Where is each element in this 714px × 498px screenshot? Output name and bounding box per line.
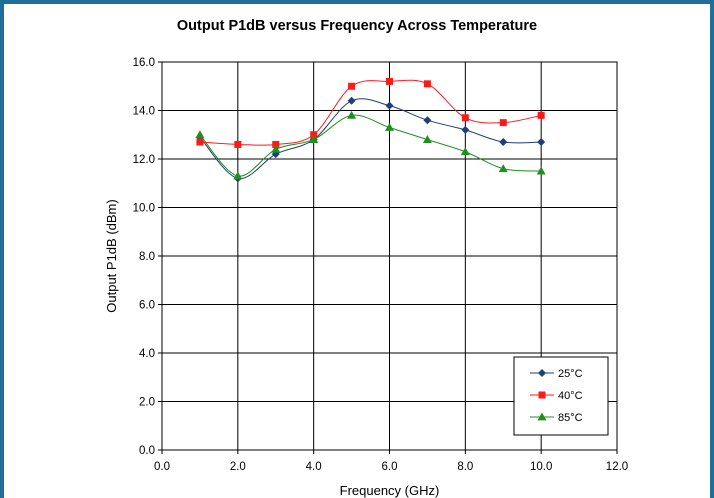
x-tick-label: 6.0: [382, 461, 398, 473]
data-point: [536, 166, 546, 175]
y-tick-label: 14.0: [133, 106, 155, 118]
y-tick-label: 12.0: [133, 154, 155, 166]
data-point: [499, 138, 508, 147]
series-2: [195, 110, 546, 180]
series-line: [199, 114, 542, 177]
y-tick-label: 16.0: [133, 57, 155, 69]
x-tick-label: 8.0: [457, 461, 473, 473]
legend-marker: [537, 412, 547, 421]
data-point: [272, 140, 280, 148]
data-point: [461, 125, 470, 134]
legend: 25°C 40°C 85°C: [513, 356, 609, 436]
y-tick-label: 0.0: [139, 445, 155, 457]
data-point: [422, 135, 432, 143]
series-layer: [195, 77, 546, 183]
data-point: [233, 171, 243, 180]
y-tick-label: 6.0: [139, 300, 155, 312]
legend-item: 85°C: [530, 412, 583, 424]
data-point: [498, 164, 508, 173]
x-tick-label: 2.0: [230, 461, 246, 473]
data-point: [499, 119, 507, 127]
chart-title: Output P1dB versus Frequency Across Temp…: [176, 18, 538, 34]
data-point: [271, 144, 281, 153]
x-tick-label: 10.0: [530, 461, 552, 473]
series-line: [199, 79, 542, 146]
y-axis-title: Output P1dB (dBm): [104, 199, 119, 312]
legend-label: 85°C: [558, 412, 583, 424]
x-tick-label: 4.0: [306, 461, 322, 473]
y-tick-label: 4.0: [139, 348, 155, 360]
data-point: [461, 114, 469, 122]
legend-item: 40°C: [530, 390, 583, 402]
y-tick-label: 2.0: [139, 397, 155, 409]
series-1: [196, 77, 545, 148]
axis-ticks: 0.0 2.0 4.0 6.0 8.0 10.0 12.0 0.0 2.0 4.0 6.0 8.0 10…: [133, 57, 629, 473]
legend-box: [513, 356, 609, 436]
data-point: [386, 77, 393, 85]
series-0: [195, 96, 546, 183]
x-tick-label: 12.0: [606, 461, 628, 473]
data-point: [385, 101, 394, 110]
data-point: [348, 82, 356, 90]
legend-label: 40°C: [558, 390, 583, 402]
y-tick-label: 10.0: [133, 203, 155, 215]
data-point: [537, 138, 546, 147]
data-point: [537, 111, 545, 119]
data-point: [347, 96, 356, 105]
x-axis-title: Frequency (GHz): [340, 483, 440, 498]
data-point: [385, 122, 394, 131]
data-point: [309, 135, 319, 143]
legend-item: 25°C: [530, 368, 583, 380]
data-point: [310, 131, 318, 139]
series-line: [199, 98, 542, 179]
data-point: [423, 80, 431, 88]
data-point: [423, 116, 432, 125]
legend-marker: [538, 391, 546, 399]
data-point: [195, 130, 205, 139]
legend-marker: [538, 369, 546, 377]
legend-label: 25°C: [558, 368, 583, 380]
data-point: [196, 138, 204, 146]
data-point: [234, 140, 242, 148]
x-tick-label: 0.0: [154, 461, 170, 473]
data-point: [460, 147, 470, 156]
y-tick-label: 8.0: [139, 251, 155, 263]
data-point: [347, 110, 357, 119]
